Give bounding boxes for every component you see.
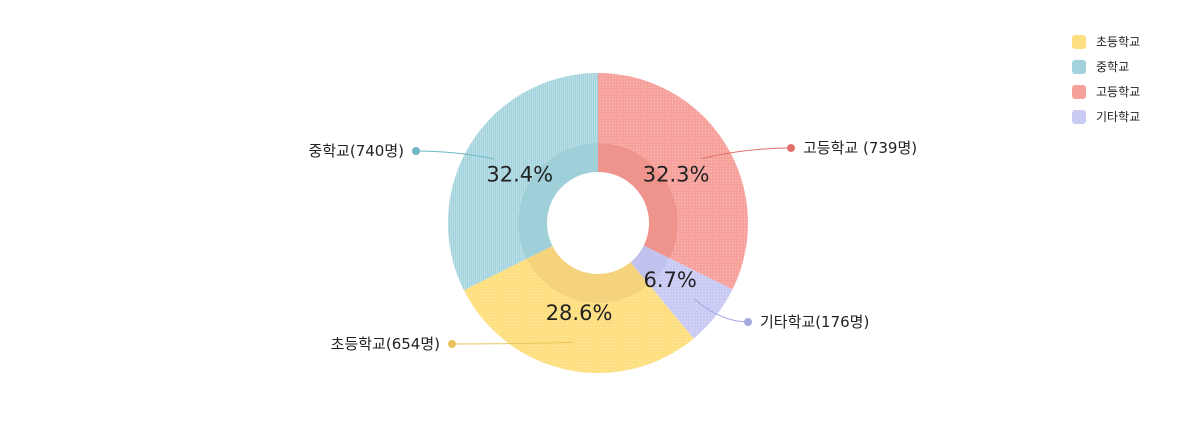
legend-swatch (1072, 109, 1086, 124)
legend-item-other-school[interactable]: 기타학교 (1072, 104, 1140, 129)
legend-swatch (1072, 84, 1086, 99)
slice-inner-high-school (598, 143, 678, 259)
callout-label-middle-school: 중학교(740명) (308, 142, 404, 160)
callout-label-high-school: 고등학교 (739명) (803, 139, 917, 157)
callout-dot-elementary-school (448, 340, 456, 348)
legend-swatch (1072, 34, 1086, 49)
slice-inner-other-school (630, 245, 670, 285)
callout-dot-other-school (744, 318, 752, 326)
percent-label-middle-school: 32.4% (486, 163, 553, 187)
percent-label-high-school: 32.3% (643, 162, 710, 186)
legend-label: 고등학교 (1096, 85, 1141, 99)
slice-texture-high-school (598, 73, 749, 290)
callout-line-middle-school (415, 150, 495, 160)
legend-item-elementary-school[interactable]: 초등학교 (1072, 29, 1140, 54)
slice-inner-elementary-school (526, 245, 649, 303)
legend-item-high-school[interactable]: 고등학교 (1072, 79, 1140, 104)
slice-texture-elementary-school (463, 258, 694, 373)
callout-line-elementary-school (451, 341, 573, 345)
callout-line-high-school (701, 147, 792, 160)
callout-dot-middle-school (412, 147, 420, 155)
callout-dot-high-school (787, 144, 795, 152)
slice-texture-other-school (648, 258, 733, 339)
legend-label: 기타학교 (1096, 110, 1141, 124)
legend-label: 중학교 (1096, 60, 1130, 74)
callout-label-other-school: 기타학교(176명) (760, 313, 869, 331)
slice-texture-middle-school (448, 73, 598, 291)
legend-swatch (1072, 59, 1086, 74)
percent-label-elementary-school: 28.6% (546, 301, 613, 325)
callout-label-elementary-school: 초등학교(654명) (331, 335, 440, 353)
slice-inner-middle-school (518, 143, 598, 259)
legend-label: 초등학교 (1096, 35, 1141, 49)
callout-line-other-school (693, 298, 749, 323)
percent-label-other-school: 6.7% (643, 268, 696, 292)
legend-item-middle-school[interactable]: 중학교 (1072, 54, 1140, 79)
